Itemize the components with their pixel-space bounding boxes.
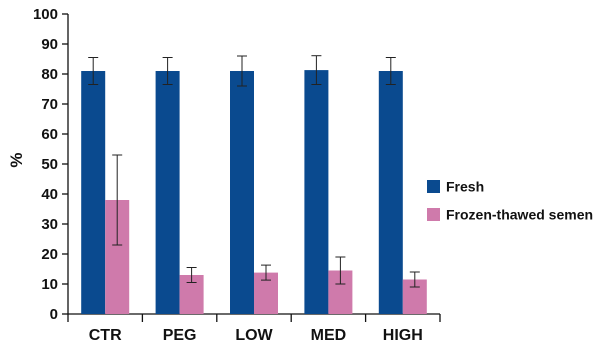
legend-swatch-fresh bbox=[427, 180, 440, 193]
y-tick-label: 60 bbox=[41, 126, 58, 143]
y-tick-label: 40 bbox=[41, 186, 58, 203]
bar-fresh-peg bbox=[155, 71, 180, 314]
bar-fresh-med bbox=[304, 70, 329, 314]
x-tick-label-ctr: CTR bbox=[89, 327, 122, 344]
y-tick-label: 100 bbox=[33, 6, 58, 23]
y-tick-label: 0 bbox=[50, 306, 58, 323]
error-bars bbox=[88, 55, 420, 288]
bars bbox=[81, 70, 427, 314]
x-tick-label-peg: PEG bbox=[163, 327, 197, 344]
y-tick-label: 90 bbox=[41, 36, 58, 53]
y-tick-label: 10 bbox=[41, 276, 58, 293]
y-tick-label: 70 bbox=[41, 96, 58, 113]
bar-fresh-ctr bbox=[81, 71, 106, 314]
y-axis-label: % bbox=[7, 152, 26, 167]
x-tick-label-low: LOW bbox=[235, 327, 273, 344]
y-tick-label: 50 bbox=[41, 156, 58, 173]
legend: Fresh Frozen-thawed semen bbox=[427, 179, 593, 223]
x-tick-label-med: MED bbox=[311, 327, 347, 344]
x-axis: CTR PEG LOW MED HIGH bbox=[67, 313, 441, 344]
bar-fresh-low bbox=[230, 71, 254, 314]
y-tick-label: 30 bbox=[41, 216, 58, 233]
bar-fresh-high bbox=[378, 71, 403, 314]
legend-swatch-frozen-thawed bbox=[427, 208, 440, 221]
y-axis: 0 10 20 30 40 50 60 70 80 90 100 bbox=[33, 6, 69, 323]
x-tick-label-high: HIGH bbox=[383, 327, 423, 344]
y-tick-label: 80 bbox=[41, 66, 58, 83]
legend-label-fresh: Fresh bbox=[446, 179, 484, 195]
legend-label-frozen-thawed: Frozen-thawed semen bbox=[446, 207, 593, 223]
y-tick-label: 20 bbox=[41, 246, 58, 263]
